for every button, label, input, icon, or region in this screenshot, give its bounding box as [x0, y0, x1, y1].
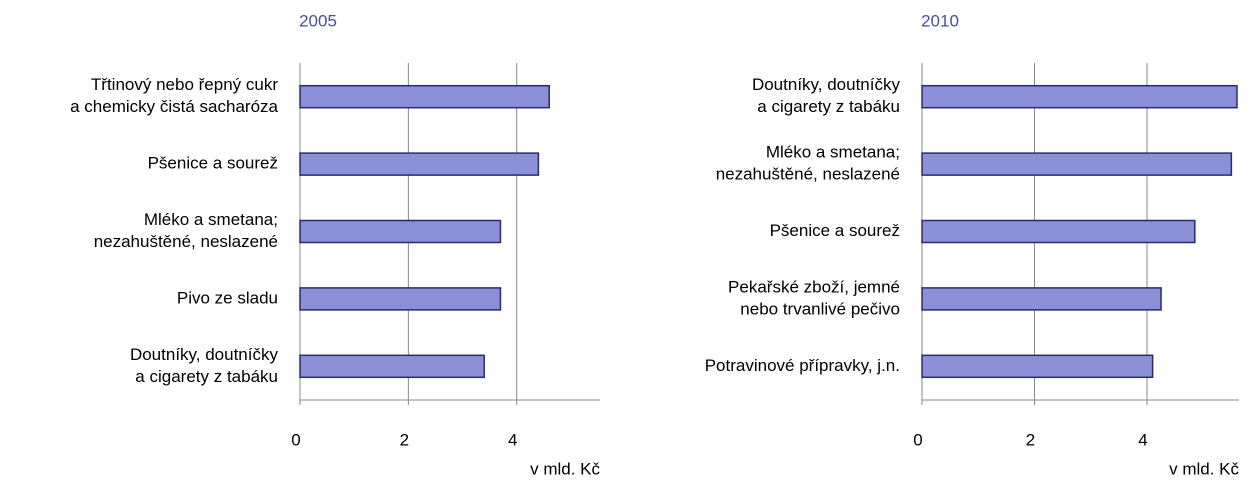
y-tick-label: nezahuštěné, neslazené — [94, 232, 278, 251]
x-tick-label: 0 — [913, 430, 922, 449]
y-tick-label: Doutníky, doutníčky — [752, 75, 901, 94]
x-tick-label: 0 — [291, 430, 300, 449]
y-tick-label: a cigarety z tabáku — [757, 97, 900, 116]
y-tick-label: Pšenice a sourež — [770, 221, 900, 240]
chart-title: 2005 — [299, 11, 337, 30]
chart: 2005 0 2 4 v mld. Kč Třtinový nebo řepný cukr… — [70, 11, 600, 478]
bar — [299, 287, 502, 311]
bar — [921, 354, 1154, 379]
y-tick-label: Mléko a smetana; — [144, 210, 278, 229]
x-axis-label: v mld. Kč — [530, 459, 600, 478]
y-tick-label: Pšenice a sourež — [148, 154, 278, 173]
y-tick-label: nebo trvanlivé pečivo — [740, 299, 900, 318]
y-tick-label: Potravinové přípravky, j.n. — [705, 356, 900, 375]
bar — [299, 152, 540, 176]
bar — [299, 84, 550, 109]
bar — [921, 287, 1162, 311]
x-tick-label: 4 — [508, 430, 517, 449]
y-tick-label: a cigarety z tabáku — [135, 367, 278, 386]
x-tick-label: 4 — [1138, 430, 1147, 449]
y-tick-label: a chemicky čistá sacharóza — [70, 97, 278, 116]
y-tick-label: Pivo ze sladu — [177, 288, 278, 307]
y-tick-label: nezahuštěné, neslazené — [716, 165, 900, 184]
bar — [299, 219, 502, 244]
bar — [921, 84, 1238, 109]
chart-title: 2010 — [921, 11, 959, 30]
x-tick-label: 2 — [400, 430, 409, 449]
x-axis-label: v mld. Kč — [1169, 459, 1239, 478]
bar — [299, 354, 485, 379]
bar — [921, 152, 1233, 176]
chart: 2010 0 2 4 v mld. Kč Doutníky, doutníčky a cig… — [705, 11, 1240, 478]
bar — [921, 219, 1196, 244]
y-tick-label: Pekařské zboží, jemné — [728, 277, 900, 296]
y-tick-label: Mléko a smetana; — [766, 143, 900, 162]
y-tick-label: Třtinový nebo řepný cukr — [91, 75, 278, 94]
y-tick-label: Doutníky, doutníčky — [130, 345, 279, 364]
x-tick-label: 2 — [1026, 430, 1035, 449]
